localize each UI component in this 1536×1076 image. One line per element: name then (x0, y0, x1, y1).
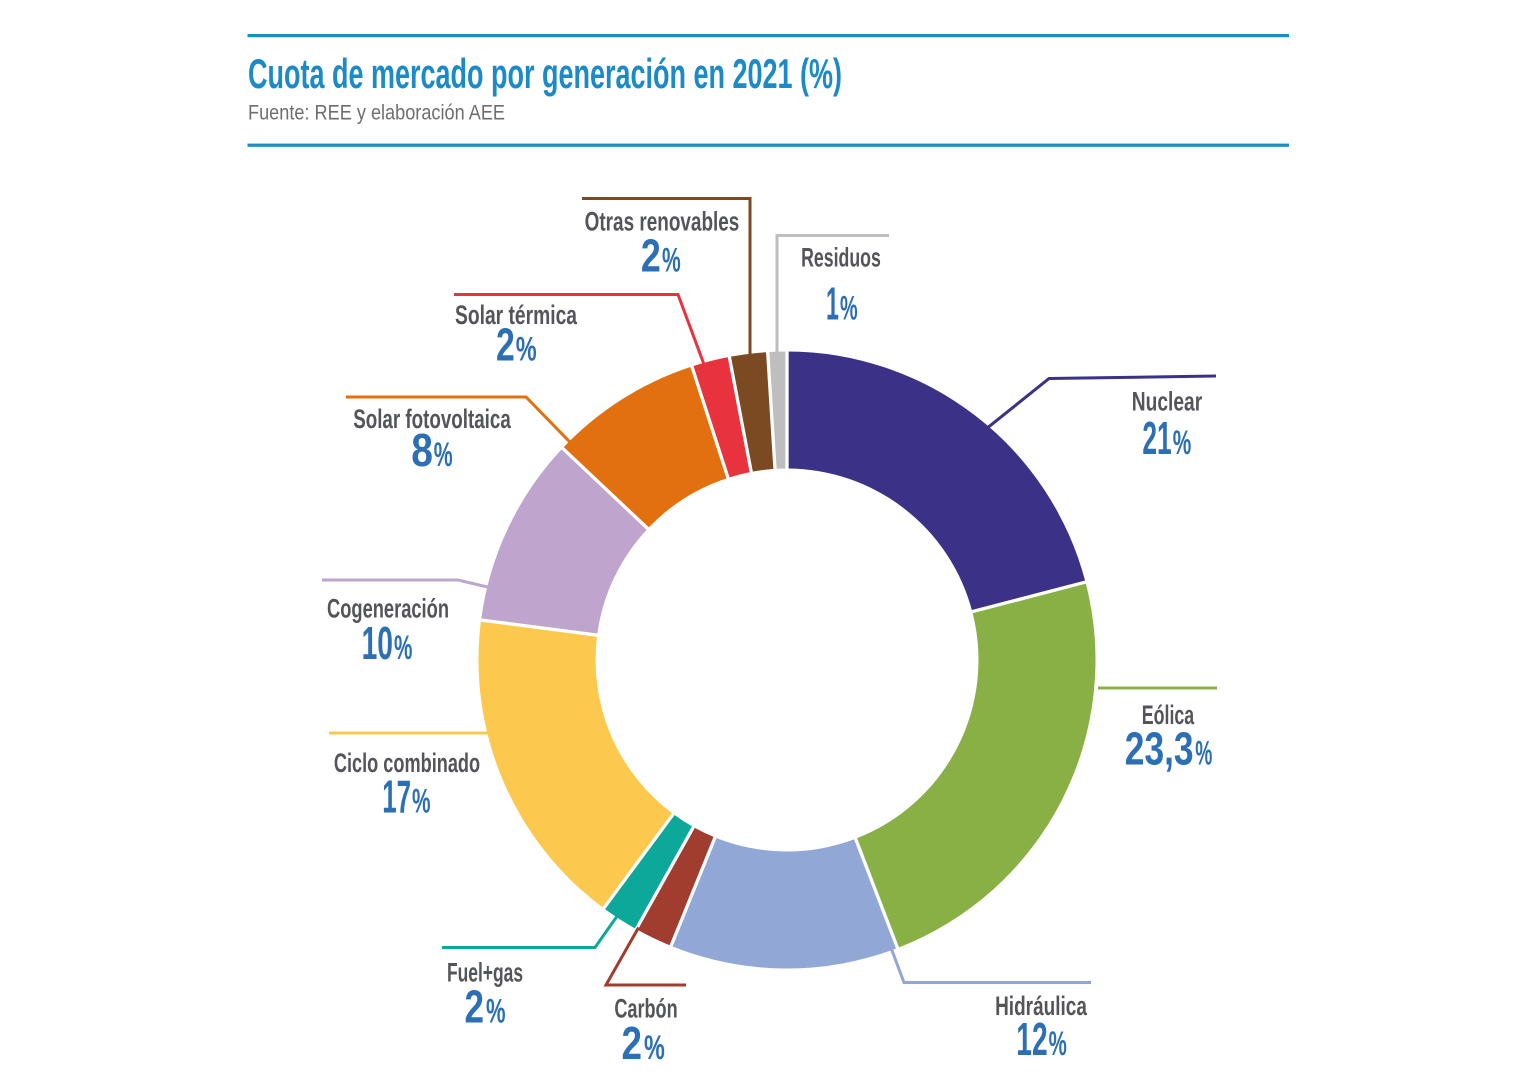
svg-text:17: 17 (382, 771, 411, 823)
svg-text:%: % (1195, 735, 1212, 773)
svg-text:12: 12 (1016, 1013, 1047, 1065)
svg-text:Fuel+gas: Fuel+gas (447, 958, 523, 988)
svg-text:%: % (644, 1029, 665, 1067)
svg-text:Otras renovables: Otras renovables (585, 207, 740, 237)
svg-text:%: % (662, 242, 681, 280)
svg-text:%: % (486, 993, 506, 1031)
svg-text:Solar térmica: Solar térmica (455, 300, 578, 330)
svg-text:Cuota de mercado por generació: Cuota de mercado por generación en 2021 … (248, 50, 842, 97)
svg-text:%: % (1173, 424, 1192, 462)
svg-text:Residuos: Residuos (801, 243, 881, 273)
svg-text:2: 2 (641, 230, 661, 282)
svg-text:Hidráulica: Hidráulica (995, 991, 1087, 1021)
svg-text:%: % (412, 783, 431, 821)
svg-text:2: 2 (622, 1017, 643, 1069)
svg-text:23,3: 23,3 (1125, 723, 1194, 775)
svg-text:1: 1 (826, 278, 839, 330)
svg-text:%: % (394, 629, 412, 667)
svg-text:Fuente: REE y elaboración AEE: Fuente: REE y elaboración AEE (248, 102, 505, 125)
svg-text:%: % (516, 331, 537, 369)
svg-text:Nuclear: Nuclear (1132, 387, 1203, 417)
svg-text:8: 8 (411, 424, 433, 476)
svg-text:%: % (1049, 1025, 1067, 1063)
svg-text:10: 10 (362, 617, 393, 669)
svg-text:%: % (434, 436, 453, 474)
svg-text:Carbón: Carbón (614, 994, 677, 1024)
svg-text:21: 21 (1142, 412, 1171, 464)
svg-text:Solar fotovoltaica: Solar fotovoltaica (353, 404, 511, 434)
svg-text:Eólica: Eólica (1142, 700, 1195, 730)
svg-text:2: 2 (465, 981, 485, 1033)
svg-text:2: 2 (496, 319, 515, 371)
svg-text:Ciclo combinado: Ciclo combinado (334, 748, 480, 778)
svg-text:Cogeneración: Cogeneración (327, 594, 449, 624)
svg-text:%: % (840, 290, 858, 328)
